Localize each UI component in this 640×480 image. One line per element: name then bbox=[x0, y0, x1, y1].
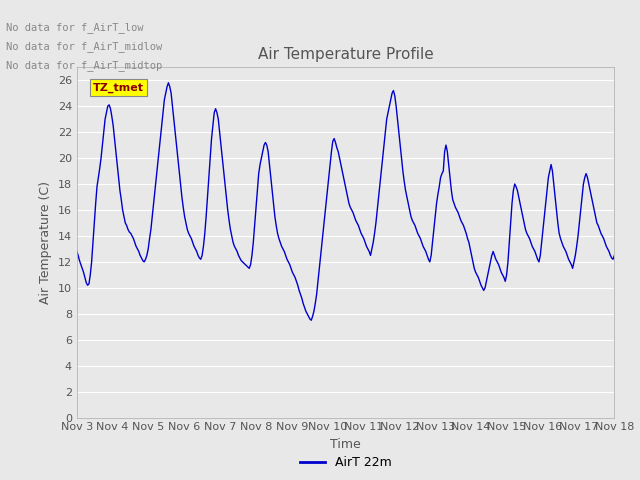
Text: No data for f_AirT_low: No data for f_AirT_low bbox=[6, 22, 144, 33]
Text: No data for f_AirT_midtop: No data for f_AirT_midtop bbox=[6, 60, 163, 71]
X-axis label: Time: Time bbox=[330, 438, 361, 451]
Legend: AirT 22m: AirT 22m bbox=[295, 451, 396, 474]
Y-axis label: Air Temperature (C): Air Temperature (C) bbox=[39, 181, 52, 304]
Text: TZ_tmet: TZ_tmet bbox=[93, 83, 144, 93]
Title: Air Temperature Profile: Air Temperature Profile bbox=[258, 47, 433, 62]
Text: No data for f_AirT_midlow: No data for f_AirT_midlow bbox=[6, 41, 163, 52]
